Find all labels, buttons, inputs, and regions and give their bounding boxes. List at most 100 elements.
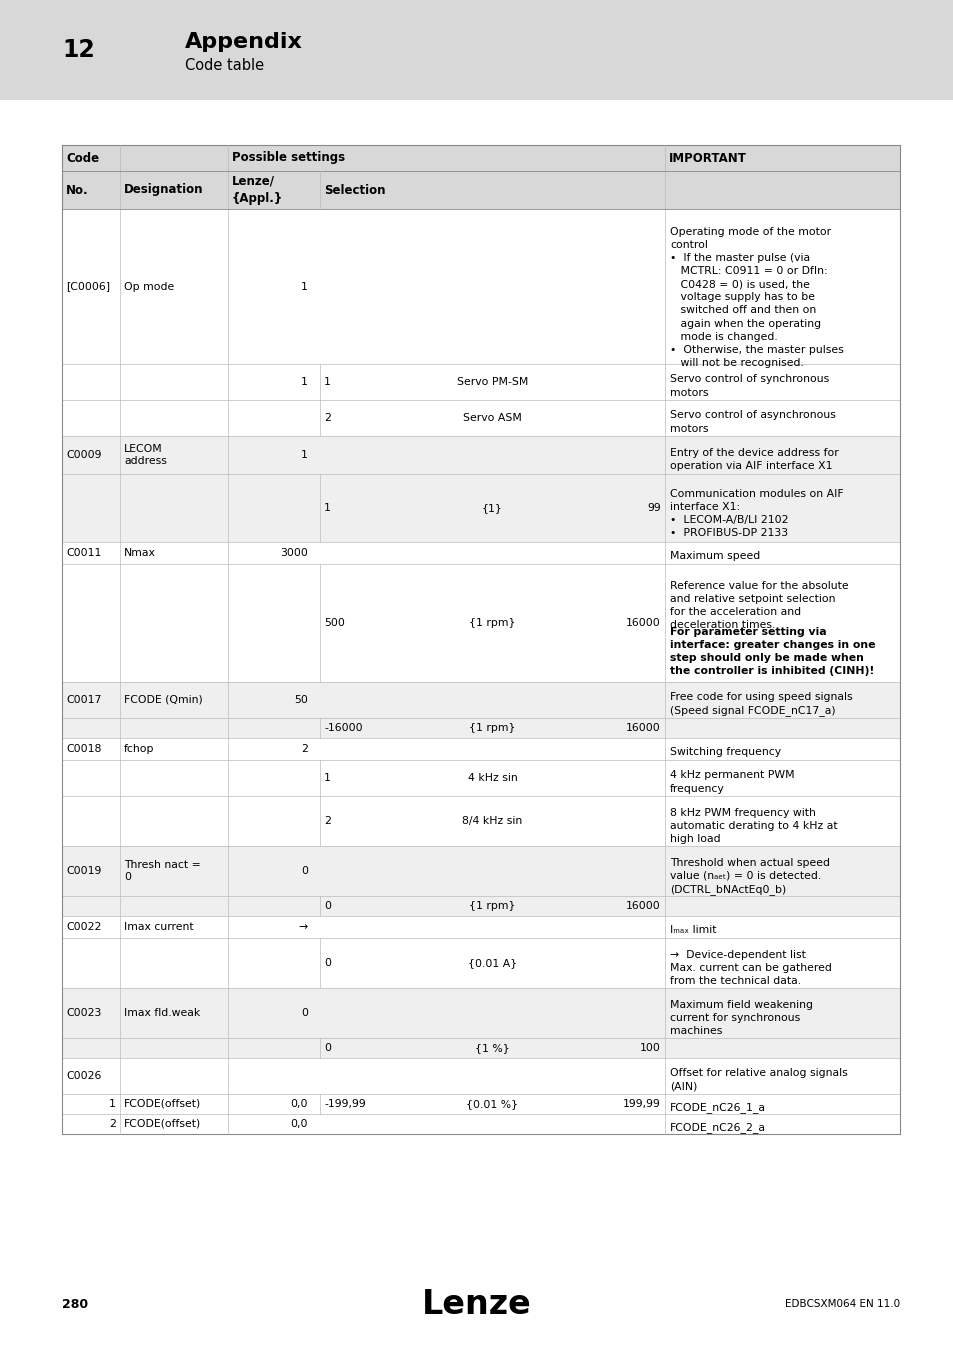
Text: 1: 1 — [324, 377, 331, 387]
Text: FCODE_nC26_1_a: FCODE_nC26_1_a — [669, 1102, 765, 1114]
Bar — [62, 541, 899, 564]
Bar — [62, 760, 899, 796]
Text: EDBCSXM064 EN 11.0: EDBCSXM064 EN 11.0 — [784, 1299, 899, 1310]
Text: {1 rpm}: {1 rpm} — [469, 724, 516, 733]
Bar — [62, 364, 899, 400]
Text: Entry of the device address for
operation via AIF interface X1: Entry of the device address for operatio… — [669, 447, 838, 471]
Text: 100: 100 — [639, 1044, 660, 1053]
Text: C0026: C0026 — [66, 1071, 101, 1081]
Text: 1: 1 — [324, 774, 331, 783]
Text: 99: 99 — [646, 504, 660, 513]
Text: 2: 2 — [109, 1119, 116, 1129]
Bar — [62, 400, 899, 436]
Bar — [62, 988, 899, 1038]
Bar — [62, 718, 899, 738]
Text: {1 rpm}: {1 rpm} — [469, 618, 516, 628]
Text: Op mode: Op mode — [124, 282, 174, 292]
Bar — [62, 171, 899, 209]
Text: 0: 0 — [301, 865, 308, 876]
Text: 1: 1 — [324, 504, 331, 513]
Bar — [62, 1114, 899, 1134]
Text: Imax current: Imax current — [124, 922, 193, 931]
Text: FCODE(offset): FCODE(offset) — [124, 1119, 201, 1129]
Text: Communication modules on AIF
interface X1:
•  LECOM-A/B/LI 2102
•  PROFIBUS-DP 2: Communication modules on AIF interface X… — [669, 489, 842, 539]
Text: No.: No. — [66, 184, 89, 197]
Text: Servo PM-SM: Servo PM-SM — [456, 377, 528, 387]
Text: Selection: Selection — [324, 184, 385, 197]
Text: 2: 2 — [324, 815, 331, 826]
Text: {0.01 %}: {0.01 %} — [466, 1099, 518, 1108]
Text: 12: 12 — [62, 38, 94, 62]
Bar — [62, 896, 899, 917]
Text: 4 kHz permanent PWM
frequency: 4 kHz permanent PWM frequency — [669, 771, 794, 794]
Text: -16000: -16000 — [324, 724, 362, 733]
Bar — [62, 474, 899, 541]
Text: {1}: {1} — [481, 504, 502, 513]
Text: [C0006]: [C0006] — [66, 282, 110, 292]
Text: Free code for using speed signals
(Speed signal FCODE_nC17_a): Free code for using speed signals (Speed… — [669, 693, 852, 717]
Text: 50: 50 — [294, 695, 308, 705]
Text: 0: 0 — [301, 1008, 308, 1018]
Text: Code table: Code table — [185, 58, 264, 73]
Text: Possible settings: Possible settings — [232, 151, 345, 165]
Text: 280: 280 — [62, 1297, 88, 1311]
Text: Maximum speed: Maximum speed — [669, 551, 760, 562]
Text: C0009: C0009 — [66, 450, 101, 460]
Text: C0017: C0017 — [66, 695, 101, 705]
Text: 4 kHz sin: 4 kHz sin — [467, 774, 517, 783]
Text: 199,99: 199,99 — [622, 1099, 660, 1108]
Bar — [0, 0, 953, 100]
Text: 0: 0 — [324, 958, 331, 968]
Text: {1 rpm}: {1 rpm} — [469, 900, 516, 911]
Text: FCODE (Qmin): FCODE (Qmin) — [124, 695, 203, 705]
Text: Threshold when actual speed
value (nₐₑₜ) = 0 is detected.
(DCTRL_bNActEq0_b): Threshold when actual speed value (nₐₑₜ)… — [669, 857, 829, 895]
Text: 1: 1 — [301, 450, 308, 460]
Text: 1: 1 — [109, 1099, 116, 1108]
Text: 1: 1 — [301, 282, 308, 292]
Text: Operating mode of the motor
control
•  If the master pulse (via
   MCTRL: C0911 : Operating mode of the motor control • If… — [669, 227, 842, 367]
Text: 500: 500 — [324, 618, 345, 628]
Text: Appendix: Appendix — [185, 32, 302, 53]
Text: Offset for relative analog signals
(AIN): Offset for relative analog signals (AIN) — [669, 1068, 847, 1092]
Text: 16000: 16000 — [625, 618, 660, 628]
Text: FCODE(offset): FCODE(offset) — [124, 1099, 201, 1108]
Text: Thresh nact =
0: Thresh nact = 0 — [124, 860, 200, 882]
Text: FCODE_nC26_2_a: FCODE_nC26_2_a — [669, 1122, 765, 1133]
Text: Imax fld.weak: Imax fld.weak — [124, 1008, 200, 1018]
Text: C0022: C0022 — [66, 922, 101, 931]
Text: fchop: fchop — [124, 744, 154, 755]
Bar — [62, 209, 899, 364]
Text: 16000: 16000 — [625, 900, 660, 911]
Text: 8 kHz PWM frequency with
automatic derating to 4 kHz at
high load: 8 kHz PWM frequency with automatic derat… — [669, 807, 837, 844]
Bar — [62, 917, 899, 938]
Bar — [62, 796, 899, 846]
Text: C0019: C0019 — [66, 865, 101, 876]
Text: Switching frequency: Switching frequency — [669, 748, 781, 757]
Text: 0,0: 0,0 — [291, 1119, 308, 1129]
Text: 8/4 kHz sin: 8/4 kHz sin — [462, 815, 522, 826]
Bar — [62, 846, 899, 896]
Text: 0: 0 — [324, 900, 331, 911]
Text: -199,99: -199,99 — [324, 1099, 365, 1108]
Bar — [62, 1058, 899, 1094]
Text: For parameter setting via
interface: greater changes in one
step should only be : For parameter setting via interface: gre… — [669, 626, 875, 676]
Bar — [62, 738, 899, 760]
Text: C0023: C0023 — [66, 1008, 101, 1018]
Text: {1 %}: {1 %} — [475, 1044, 509, 1053]
Text: Lenze: Lenze — [421, 1288, 532, 1320]
Text: Code: Code — [66, 151, 99, 165]
Text: 1: 1 — [301, 377, 308, 387]
Text: Reference value for the absolute
and relative setpoint selection
for the acceler: Reference value for the absolute and rel… — [669, 580, 848, 630]
Text: 0,0: 0,0 — [291, 1099, 308, 1108]
Text: →  Device-dependent list
Max. current can be gathered
from the technical data.: → Device-dependent list Max. current can… — [669, 950, 831, 986]
Text: Maximum field weakening
current for synchronous
machines: Maximum field weakening current for sync… — [669, 1000, 812, 1035]
Text: 16000: 16000 — [625, 724, 660, 733]
Text: Iₘₐₓ limit: Iₘₐₓ limit — [669, 925, 716, 936]
Text: 0: 0 — [324, 1044, 331, 1053]
Text: C0011: C0011 — [66, 548, 101, 558]
Text: LECOM
address: LECOM address — [124, 444, 167, 466]
Bar — [62, 682, 899, 718]
Text: →: → — [298, 922, 308, 931]
Bar — [62, 144, 899, 171]
Text: C0018: C0018 — [66, 744, 101, 755]
